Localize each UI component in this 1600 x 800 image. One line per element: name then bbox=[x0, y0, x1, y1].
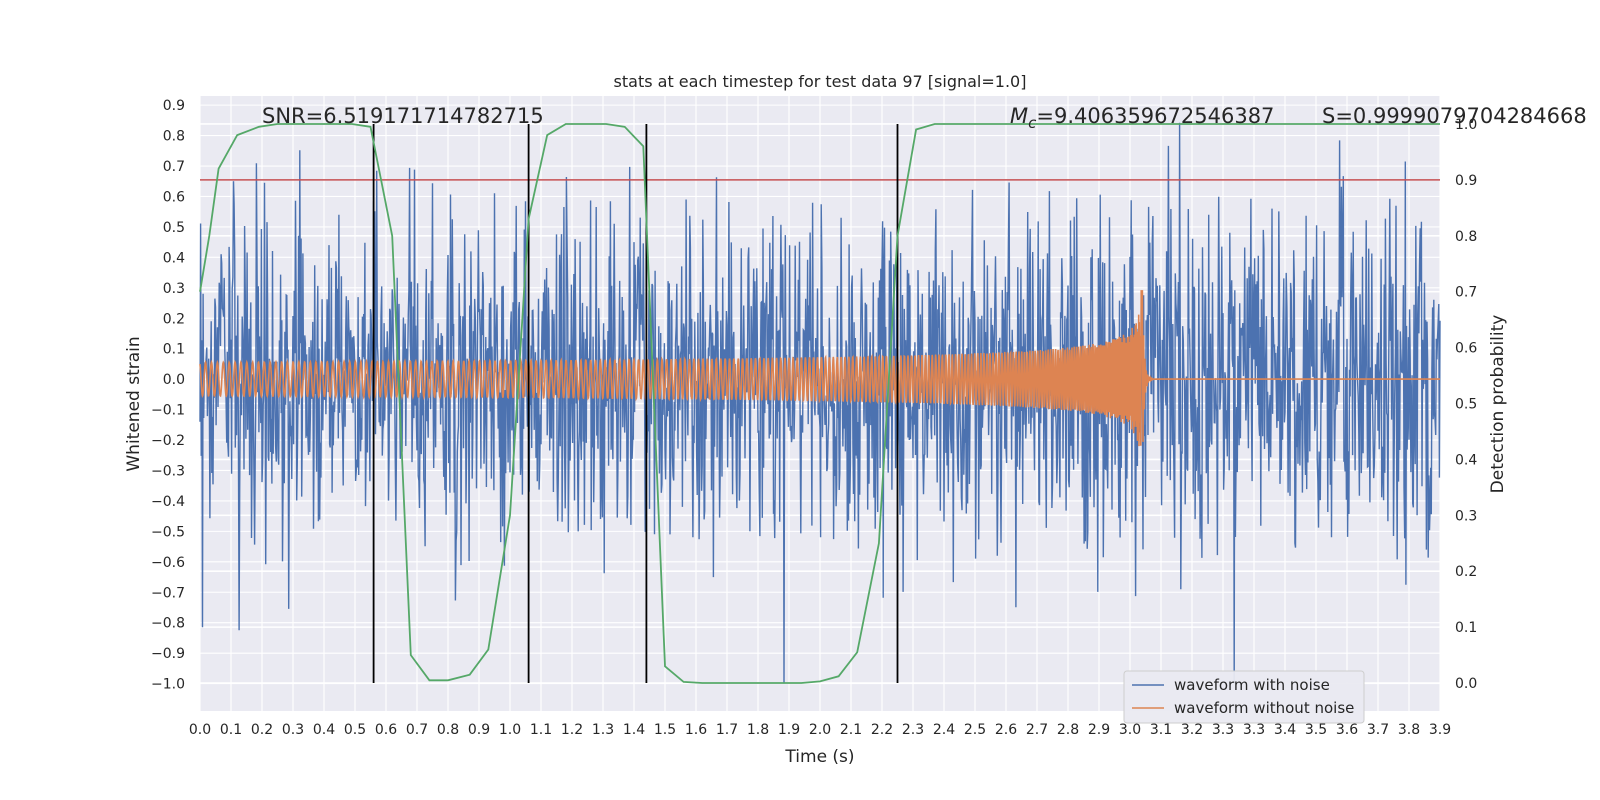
x-tick-label: 2.6 bbox=[995, 722, 1017, 738]
x-tick-label: 3.5 bbox=[1305, 722, 1327, 738]
x-tick-label: 1.8 bbox=[747, 722, 769, 738]
x-tick-label: 0.2 bbox=[251, 722, 273, 738]
legend-label-noisy: waveform with noise bbox=[1174, 676, 1330, 694]
x-tick-label: 3.4 bbox=[1274, 722, 1296, 738]
y-tick-label: −0.2 bbox=[151, 433, 185, 449]
x-tick-label: 2.8 bbox=[1057, 722, 1079, 738]
y-tick-label: 0.5 bbox=[163, 220, 185, 236]
x-tick-label: 3.7 bbox=[1367, 722, 1389, 738]
x-tick-label: 1.6 bbox=[685, 722, 707, 738]
y-tick-labels-left: 0.9 0.8 0.7 0.6 0.5 0.4 0.3 0.2 0.1 0.0 −0.1 −0.2 −0… bbox=[151, 98, 185, 692]
x-tick-label: 2.3 bbox=[902, 722, 924, 738]
y-tick-label: −0.9 bbox=[151, 646, 185, 662]
x-tick-label: 3.1 bbox=[1150, 722, 1172, 738]
x-tick-label: 0.5 bbox=[344, 722, 366, 738]
mc-symbol: M bbox=[1010, 104, 1028, 128]
x-tick-label: 2.7 bbox=[1026, 722, 1048, 738]
x-tick-label: 0.3 bbox=[282, 722, 304, 738]
x-tick-label: 1.2 bbox=[561, 722, 583, 738]
x-tick-label: 2.4 bbox=[933, 722, 955, 738]
y-axis-label-left: Whitened strain bbox=[124, 336, 144, 471]
y-tick-label: 0.7 bbox=[163, 159, 185, 175]
x-tick-label: 2.1 bbox=[840, 722, 862, 738]
x-tick-label: 3.8 bbox=[1398, 722, 1420, 738]
y2-tick-label: 0.3 bbox=[1455, 508, 1477, 524]
s-annotation: S=0.9999079704284668 bbox=[1322, 104, 1587, 128]
x-tick-label: 3.0 bbox=[1119, 722, 1141, 738]
x-tick-label: 2.9 bbox=[1088, 722, 1110, 738]
plot-area bbox=[199, 122, 1441, 684]
y2-tick-label: 0.7 bbox=[1455, 285, 1477, 301]
y-tick-label: −0.3 bbox=[151, 463, 185, 479]
x-tick-label: 1.3 bbox=[592, 722, 614, 738]
x-tick-label: 0.7 bbox=[406, 722, 428, 738]
y-tick-label: 0.2 bbox=[163, 311, 185, 327]
y2-tick-label: 0.6 bbox=[1455, 341, 1477, 357]
y2-tick-label: 0.5 bbox=[1455, 397, 1477, 413]
y-tick-label: 0.8 bbox=[163, 129, 185, 145]
x-tick-label: 1.7 bbox=[716, 722, 738, 738]
y2-tick-label: 0.0 bbox=[1455, 676, 1477, 692]
y-tick-label: 0.0 bbox=[163, 372, 185, 388]
x-tick-label: 3.3 bbox=[1243, 722, 1265, 738]
x-tick-label: 0.4 bbox=[313, 722, 335, 738]
y-tick-label: −1.0 bbox=[151, 677, 185, 693]
y-axis-label-right: Detection probability bbox=[1488, 315, 1508, 494]
y-tick-label: −0.8 bbox=[151, 616, 185, 632]
y-tick-label: 0.3 bbox=[163, 281, 185, 297]
mc-subscript: c bbox=[1028, 114, 1037, 132]
legend: waveform with noise waveform without noi… bbox=[1123, 670, 1365, 724]
mc-value: =9.406359672546387 bbox=[1036, 104, 1274, 128]
x-axis-label: Time (s) bbox=[784, 747, 854, 767]
y-tick-label: −0.5 bbox=[151, 524, 185, 540]
noisy-waveform-line bbox=[199, 122, 1441, 684]
x-tick-label: 3.2 bbox=[1181, 722, 1203, 738]
y2-tick-label: 1.0 bbox=[1455, 117, 1477, 133]
y-tick-label: −0.6 bbox=[151, 555, 185, 571]
legend-box bbox=[1123, 670, 1365, 724]
y-tick-label: −0.1 bbox=[151, 403, 185, 419]
snr-annotation: SNR=6.519171714782715 bbox=[262, 104, 544, 128]
y2-tick-label: 0.2 bbox=[1455, 564, 1477, 580]
x-tick-label: 1.9 bbox=[778, 722, 800, 738]
x-tick-label: 3.9 bbox=[1429, 722, 1451, 738]
clean-waveform-line bbox=[199, 290, 1440, 447]
x-tick-label: 1.5 bbox=[654, 722, 676, 738]
x-tick-label: 2.5 bbox=[964, 722, 986, 738]
grid-horizontal bbox=[200, 104, 1440, 685]
x-tick-labels: 0.0 0.1 0.2 0.3 0.4 0.5 0.6 0.7 0.8 0.9 1.0 1.1 1.2 1… bbox=[189, 722, 1451, 738]
x-tick-label: 2.2 bbox=[871, 722, 893, 738]
y2-tick-label: 0.8 bbox=[1455, 229, 1477, 245]
x-tick-label: 0.6 bbox=[375, 722, 397, 738]
x-tick-label: 0.1 bbox=[220, 722, 242, 738]
y-tick-label: −0.4 bbox=[151, 494, 185, 510]
chart-title: stats at each timestep for test data 97 … bbox=[614, 72, 1027, 91]
y-tick-label: −0.7 bbox=[151, 585, 185, 601]
y2-tick-label: 0.1 bbox=[1455, 620, 1477, 636]
y-tick-label: 0.4 bbox=[163, 250, 185, 266]
x-tick-label: 0.9 bbox=[468, 722, 490, 738]
legend-label-clean: waveform without noise bbox=[1174, 699, 1354, 717]
y2-tick-label: 0.9 bbox=[1455, 173, 1477, 189]
y-tick-labels-right: 1.0 0.9 0.8 0.7 0.6 0.5 0.4 0.3 0.2 0.1 0.0 bbox=[1455, 117, 1477, 692]
x-tick-label: 3.3 bbox=[1212, 722, 1234, 738]
x-tick-label: 1.4 bbox=[623, 722, 645, 738]
x-tick-label: 1.0 bbox=[499, 722, 521, 738]
y-tick-label: 0.6 bbox=[163, 189, 185, 205]
y-tick-label: 0.9 bbox=[163, 98, 185, 114]
x-tick-label: 1.1 bbox=[530, 722, 552, 738]
x-tick-label: 0.8 bbox=[437, 722, 459, 738]
y2-tick-label: 0.4 bbox=[1455, 452, 1477, 468]
detection-probability-line bbox=[199, 123, 1440, 684]
x-tick-label: 2.0 bbox=[809, 722, 831, 738]
x-tick-label: 0.0 bbox=[189, 722, 211, 738]
chirp-mass-annotation: Mc=9.406359672546387 bbox=[1010, 104, 1274, 132]
y-tick-label: 0.1 bbox=[163, 342, 185, 358]
x-tick-label: 3.6 bbox=[1336, 722, 1358, 738]
